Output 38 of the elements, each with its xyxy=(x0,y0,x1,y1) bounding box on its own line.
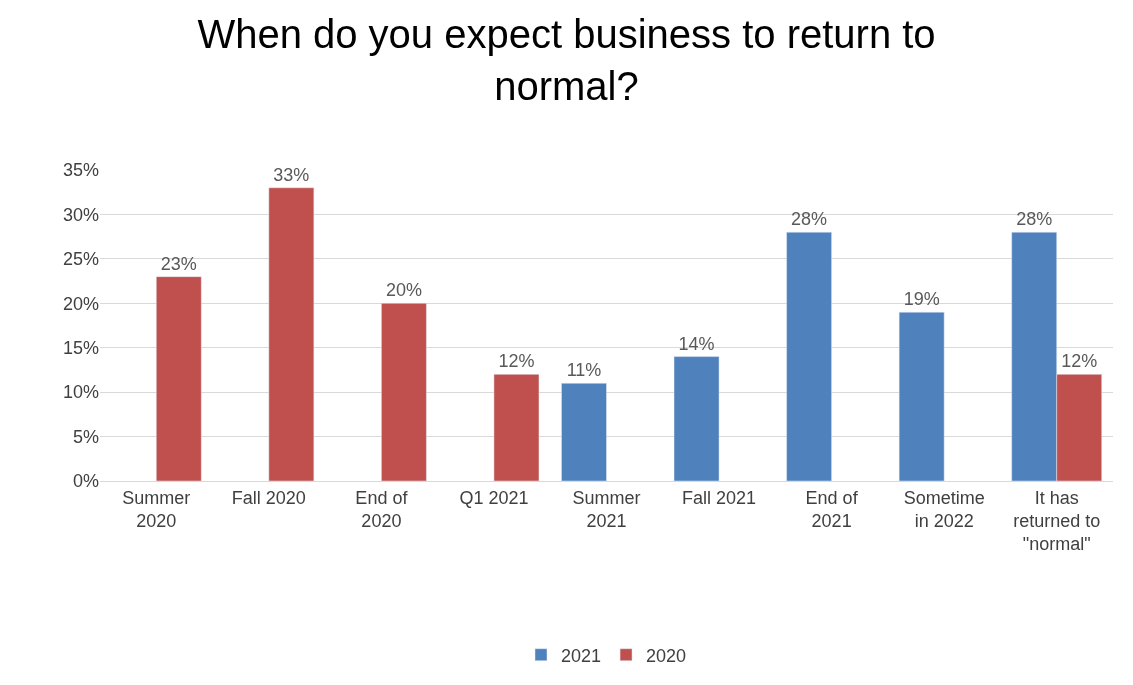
bar xyxy=(561,383,607,481)
y-tick-label: 15% xyxy=(62,338,99,359)
data-label: 12% xyxy=(1061,351,1098,372)
x-tick-label: End of 2020 xyxy=(355,487,409,531)
x-tick-label: Q1 2021 xyxy=(459,487,529,508)
bar xyxy=(493,374,540,481)
data-label: 33% xyxy=(273,164,310,185)
x-tick-label: Summer 2021 xyxy=(572,487,641,531)
data-label: 12% xyxy=(498,351,535,372)
bar xyxy=(786,231,832,481)
data-label: 19% xyxy=(903,289,940,310)
y-tick-label: 0% xyxy=(72,471,99,492)
data-label: 28% xyxy=(791,209,828,230)
data-label: 14% xyxy=(678,333,715,354)
data-label: 20% xyxy=(385,280,422,301)
data-label: 11% xyxy=(566,360,602,381)
y-tick-label: 30% xyxy=(62,204,99,225)
x-tick-label: Sometime in 2022 xyxy=(903,487,985,531)
y-tick-label: 5% xyxy=(72,426,99,447)
chart-title: When do you expect business to return to normal? xyxy=(197,11,936,108)
bar xyxy=(156,276,202,481)
data-label: 23% xyxy=(160,253,197,274)
y-tick-label: 20% xyxy=(62,293,99,314)
x-tick-label: Fall 2020 xyxy=(231,487,306,508)
x-tick-label: Fall 2021 xyxy=(682,487,757,508)
y-tick-label: 10% xyxy=(62,382,99,403)
bar xyxy=(898,311,945,481)
legend-label: 2020 xyxy=(646,645,687,666)
x-tick-label: Summer 2020 xyxy=(122,487,191,531)
bar xyxy=(673,356,720,481)
y-tick-label: 35% xyxy=(62,160,99,181)
x-tick-label: End of 2021 xyxy=(805,487,859,531)
y-tick-label: 25% xyxy=(62,249,99,270)
data-label: 28% xyxy=(1016,209,1053,230)
bar xyxy=(381,303,427,481)
x-tick-label: It has returned to "normal" xyxy=(1013,487,1101,555)
legend-label: 2021 xyxy=(561,645,602,666)
bar xyxy=(268,187,315,481)
